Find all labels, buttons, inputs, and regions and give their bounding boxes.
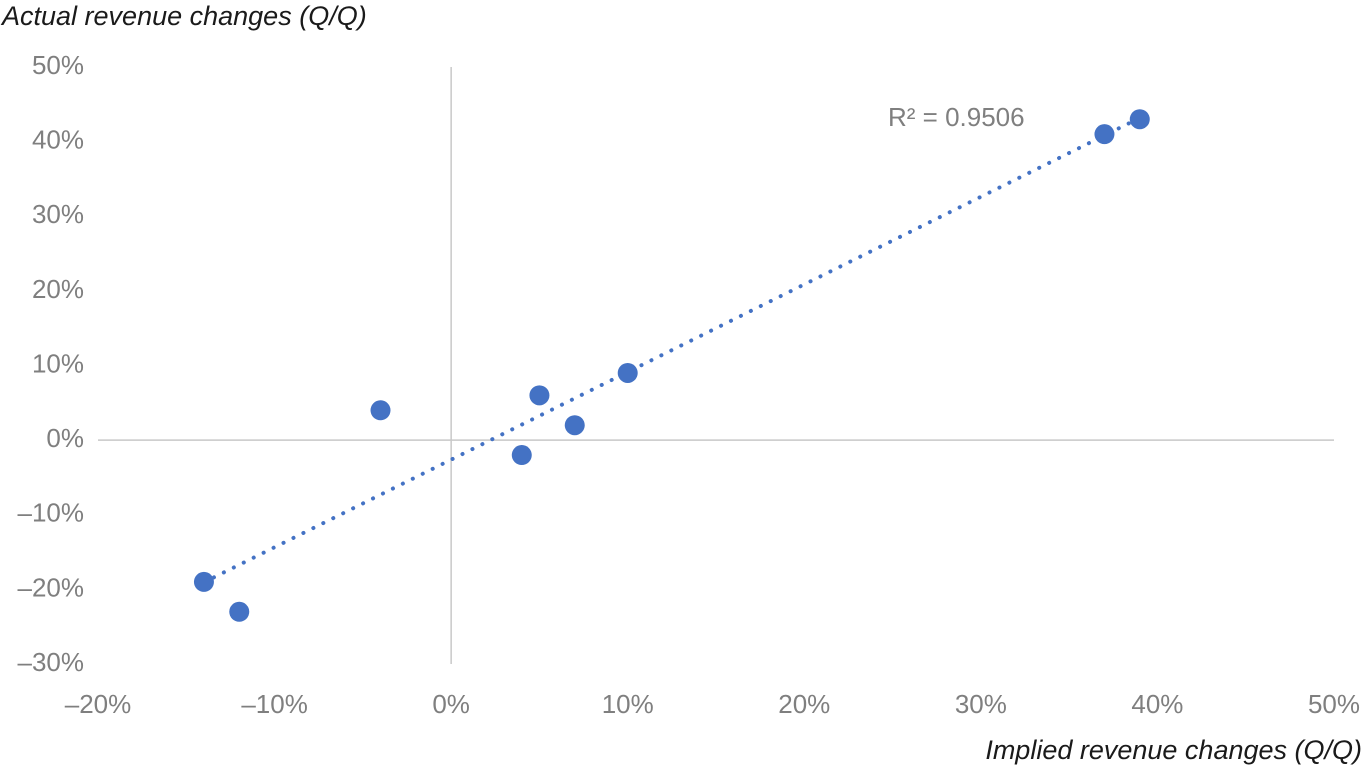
x-tick-label: 40%	[1131, 689, 1183, 719]
point	[1094, 124, 1115, 145]
point	[511, 445, 532, 466]
x-tick-label: 20%	[778, 689, 830, 719]
x-tick-label: 0%	[432, 689, 470, 719]
point	[370, 400, 391, 421]
x-tick-label: –20%	[65, 689, 132, 719]
point	[193, 571, 214, 592]
y-tick-label: –30%	[18, 647, 85, 677]
y-tick-label: 30%	[32, 199, 84, 229]
y-tick-label: 10%	[32, 348, 84, 378]
point	[229, 601, 250, 622]
point	[617, 362, 638, 383]
y-tick-label: –20%	[18, 572, 85, 602]
x-tick-label: 50%	[1308, 689, 1360, 719]
y-tick-label: –10%	[18, 498, 85, 528]
point	[564, 415, 585, 436]
y-tick-label: 0%	[46, 423, 84, 453]
y-tick-label: 20%	[32, 274, 84, 304]
x-tick-label: –10%	[241, 689, 308, 719]
r-squared-annotation: R² = 0.9506	[888, 102, 1025, 132]
point	[529, 385, 550, 406]
y-tick-label: 40%	[32, 125, 84, 155]
y-tick-label: 50%	[32, 50, 84, 80]
x-tick-label: 10%	[602, 689, 654, 719]
trendline	[201, 115, 1142, 585]
x-tick-label: 30%	[955, 689, 1007, 719]
x-axis-title: Implied revenue changes (Q/Q)	[985, 735, 1362, 765]
point	[1129, 109, 1150, 130]
y-axis-title: Actual revenue changes (Q/Q)	[0, 1, 367, 31]
